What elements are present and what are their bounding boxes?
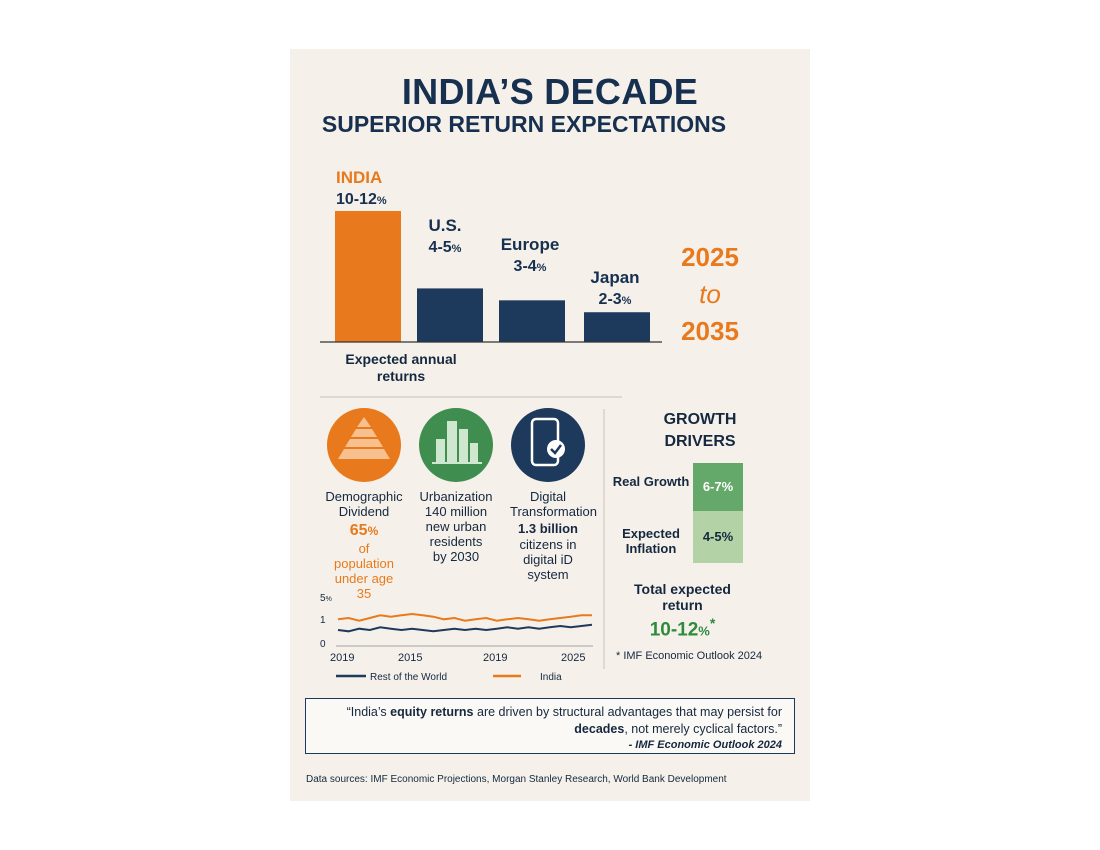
x-tick-label: 2015 (398, 652, 422, 664)
bar-label-japan: Japan 2-3% (580, 267, 650, 312)
quote-emphasis: equity returns (390, 705, 474, 719)
bar-category-india: INDIA (336, 168, 383, 187)
series-line-india (337, 612, 592, 622)
period-start: 2025 (681, 242, 739, 272)
factor-icons (327, 408, 585, 482)
total-return-unit: % (698, 623, 710, 639)
bar-label-us: U.S. 4-5% (415, 215, 475, 260)
period-years: 2025 to 2035 (670, 239, 750, 350)
bar-category-us: U.S. (428, 216, 462, 235)
factor-urbanization: Urbanization 140 million new urban resid… (414, 489, 498, 564)
quote-text: “India’s (346, 705, 391, 719)
bar-india (335, 211, 401, 342)
quote-text: , not merely cyclical factors.” (624, 722, 782, 736)
bar-category-europe: Europe (500, 235, 560, 254)
x-tick-label: 2019 (483, 652, 507, 664)
bar-label-india: INDIA 10-12% (336, 167, 398, 212)
total-return-number: 10-12 (649, 619, 699, 641)
x-tick-label: 2025 (561, 652, 585, 664)
returns-bar-chart (320, 211, 662, 669)
bar-europe (499, 300, 565, 342)
period-end: 2035 (681, 316, 739, 346)
period-to: to (699, 279, 721, 309)
bar-unit-japan: % (621, 295, 632, 307)
returns-line-chart: 5% 1 0 2019 2015 2019 2025 Rest of the W… (320, 593, 593, 683)
series-line-rest-of-the-world (337, 623, 593, 633)
bar-unit-europe: % (536, 262, 547, 274)
imf-footnote: * IMF Economic Outlook 2024 (616, 650, 763, 662)
factor-demographic: Demographic Dividend 65% of population u… (316, 489, 412, 601)
quote-text: are driven by structural advantages that… (473, 705, 782, 719)
bar-label-europe: Europe 3-4% (495, 234, 565, 279)
y-tick-label: 0 (320, 639, 326, 650)
bar-chart-caption: Expected annual returns (345, 351, 457, 384)
quote-box: “India’s equity returns are driven by st… (305, 698, 795, 754)
bar-value-us: 4-5 (428, 239, 452, 256)
smartphone-check-icon (511, 408, 585, 482)
factor-stat: 140 million (424, 504, 488, 519)
bar-value-europe: 3-4 (513, 258, 537, 275)
total-return-asterisk: * (709, 615, 716, 631)
data-sources: Data sources: IMF Economic Projections, … (306, 774, 727, 785)
legend-label-rest-of-world: Rest of the World (370, 672, 447, 683)
bar-value-india: 10-12 (336, 191, 377, 208)
driver-value-inflation: 4-5% (693, 511, 743, 563)
pyramid-icon (327, 408, 401, 482)
factor-stat-text: new urban residents by 2030 (425, 519, 487, 564)
factor-digital: Digital Transformation 1.3 billion citiz… (500, 489, 597, 582)
bar-unit-us: % (451, 243, 462, 255)
y-tick-label: 1 (320, 615, 326, 626)
growth-drivers-title: GROWTH DRIVERS (663, 411, 737, 450)
city-buildings-icon (419, 408, 493, 482)
driver-label-inflation: Expected Inflation (622, 526, 680, 556)
quote-emphasis: decades (574, 722, 625, 736)
quote-citation: - IMF Economic Outlook 2024 (628, 739, 782, 751)
x-tick-label: 2019 (330, 652, 354, 664)
factor-title: Urbanization (419, 489, 493, 504)
total-return-label: Total expected return (634, 581, 731, 613)
legend-label-india: India (540, 672, 562, 683)
total-return-value: 10-12%* (630, 615, 735, 641)
y-tick-label: 5% (320, 593, 332, 604)
factor-stat: 65 (349, 522, 368, 539)
bar-unit-india: % (376, 195, 387, 207)
bar-category-japan: Japan (590, 268, 640, 287)
factor-stat: 1.3 billion (518, 521, 578, 536)
factor-title: Digital Transformation (510, 489, 597, 519)
bar-value-japan: 2-3 (598, 291, 622, 308)
infographic-poster: INDIA’S DECADE SUPERIOR RETURN EXPECTATI… (290, 49, 810, 801)
bar-us (417, 288, 483, 342)
driver-value-real-growth: 6-7% (693, 463, 743, 511)
driver-label-real-growth: Real Growth (612, 474, 690, 489)
factor-stat-text: citizens in digital iD system (519, 537, 577, 582)
page-title: INDIA’S DECADE (401, 71, 699, 112)
page-subtitle: SUPERIOR RETURN EXPECTATIONS (321, 111, 727, 137)
bar-japan (584, 312, 650, 342)
factor-stat-unit: % (367, 524, 379, 538)
factor-stat-text: of population under age 35 (334, 541, 394, 601)
factor-title: Demographic Dividend (325, 489, 403, 519)
